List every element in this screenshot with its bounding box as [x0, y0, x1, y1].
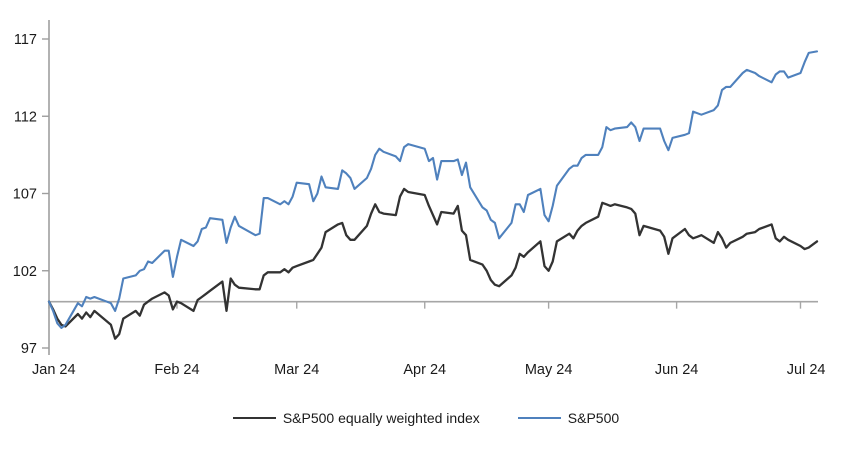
legend-item-sp500: S&P500	[517, 410, 620, 426]
legend-line-sample-equal-weighted	[232, 417, 276, 419]
series-line-sp500	[47, 50, 819, 329]
y-tick-label: 102	[13, 264, 37, 280]
x-tick-label: Feb 24	[154, 362, 199, 378]
legend-label-sp500: S&P500	[567, 410, 620, 426]
x-tick-label: May 24	[525, 362, 573, 378]
x-tick-label: Jan 24	[32, 362, 76, 378]
legend-item-equal-weighted: S&P500 equally weighted index	[232, 410, 480, 426]
y-tick-label: 107	[13, 187, 37, 203]
chart-legend: S&P500 equally weighted index S&P500	[0, 410, 852, 426]
y-tick-label: 112	[14, 109, 37, 125]
x-tick-label: Mar 24	[274, 362, 319, 378]
y-tick-label: 97	[21, 341, 37, 357]
x-tick-label: Jul 24	[787, 362, 826, 378]
y-tick-label: 117	[14, 32, 37, 48]
x-tick-label: Apr 24	[403, 362, 446, 378]
x-tick-label: Jun 24	[655, 362, 699, 378]
legend-line-sample-sp500	[517, 417, 561, 419]
series-line-equal-weighted	[47, 187, 819, 340]
legend-label-equal-weighted: S&P500 equally weighted index	[282, 410, 480, 426]
